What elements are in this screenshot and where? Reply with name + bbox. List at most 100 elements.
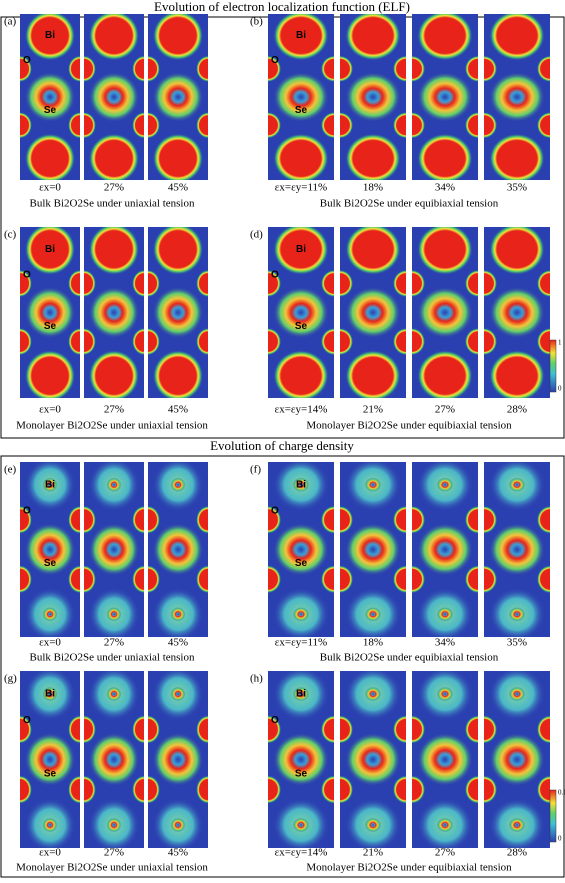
se-site (345, 72, 401, 122)
se-site (24, 523, 76, 576)
atom-label: Bi (296, 689, 306, 700)
bi-core (170, 477, 186, 492)
o-site (412, 565, 426, 594)
o-site (484, 269, 498, 298)
o-site (68, 327, 80, 356)
bi-core (437, 607, 453, 622)
o-site (268, 327, 282, 356)
strain-label: 35% (507, 637, 527, 649)
bi-core (293, 686, 309, 702)
o-site (196, 565, 208, 594)
atom-label: Bi (45, 689, 55, 700)
strain-label: 27% (104, 182, 124, 194)
density-map (148, 14, 208, 180)
bi-core (437, 817, 453, 833)
bi-core (106, 477, 122, 492)
o-site (148, 269, 160, 298)
o-site (148, 327, 160, 356)
o-site (536, 505, 550, 534)
density-map (484, 462, 550, 637)
o-site (484, 327, 498, 356)
colorbar (549, 789, 557, 843)
o-site (340, 111, 354, 139)
se-site (489, 523, 545, 576)
o-site (196, 269, 208, 298)
strain-label: 45% (168, 637, 188, 649)
o-site (132, 565, 144, 594)
o-site (84, 55, 96, 83)
se-site (152, 523, 204, 576)
atom-label: Bi (296, 244, 306, 255)
se-site (24, 286, 76, 339)
o-site (392, 327, 406, 356)
density-map (268, 671, 334, 848)
bi-site (273, 227, 329, 275)
o-site (464, 565, 478, 594)
se-site (88, 72, 140, 122)
density-map (484, 227, 550, 398)
strain-label: 27% (104, 847, 124, 859)
bi-core (365, 686, 381, 702)
bi-site (345, 14, 401, 61)
density-map (84, 462, 144, 637)
atom-label: O (271, 55, 279, 66)
bi-site (417, 133, 473, 180)
o-site (84, 505, 96, 534)
o-site (464, 111, 478, 139)
atom-label: Se (295, 105, 308, 116)
density-map (412, 462, 478, 637)
o-site (84, 327, 96, 356)
o-site (20, 715, 32, 744)
se-site (24, 732, 76, 787)
bi-core (106, 817, 122, 833)
bi-site (417, 14, 473, 61)
colorbar-max: 0.1 (558, 789, 565, 797)
density-map (84, 227, 144, 398)
atom-label: O (23, 715, 31, 726)
strain-label: 18% (363, 182, 383, 194)
bi-core (437, 477, 453, 492)
o-site (84, 565, 96, 594)
o-site (340, 505, 354, 534)
o-site (484, 565, 498, 594)
o-site (320, 505, 334, 534)
strain-label: 35% (507, 182, 527, 194)
caption: Bulk Bi2O2Se under equibiaxial tension (320, 198, 499, 210)
density-map (340, 14, 406, 180)
o-site (68, 269, 80, 298)
o-site (392, 269, 406, 298)
o-site (320, 111, 334, 139)
bi-site (417, 227, 473, 275)
o-site (268, 111, 282, 139)
se-site (273, 286, 329, 339)
bi-site (345, 133, 401, 180)
se-site (273, 523, 329, 576)
o-site (536, 565, 550, 594)
se-site (152, 286, 204, 339)
atom-label: Se (44, 768, 57, 779)
se-site (88, 523, 140, 576)
strain-label: εx=εy=14% (275, 404, 328, 416)
o-site (392, 715, 406, 744)
bi-site (88, 227, 140, 275)
density-map (412, 671, 478, 848)
se-site (417, 523, 473, 576)
bi-core (293, 477, 309, 492)
o-site (148, 55, 160, 83)
bi-core (365, 607, 381, 622)
density-map (268, 227, 334, 398)
panel-label: (c) (4, 229, 17, 241)
o-site (132, 327, 144, 356)
se-site (152, 72, 204, 122)
o-site (84, 715, 96, 744)
bi-core (293, 607, 309, 622)
o-site (464, 327, 478, 356)
o-site (320, 715, 334, 744)
se-site (417, 286, 473, 339)
o-site (148, 111, 160, 139)
atom-label: Bi (296, 30, 306, 41)
strain-label: 27% (435, 404, 455, 416)
density-map (148, 462, 208, 637)
strain-label: εx=0 (39, 847, 61, 859)
se-site (489, 286, 545, 339)
